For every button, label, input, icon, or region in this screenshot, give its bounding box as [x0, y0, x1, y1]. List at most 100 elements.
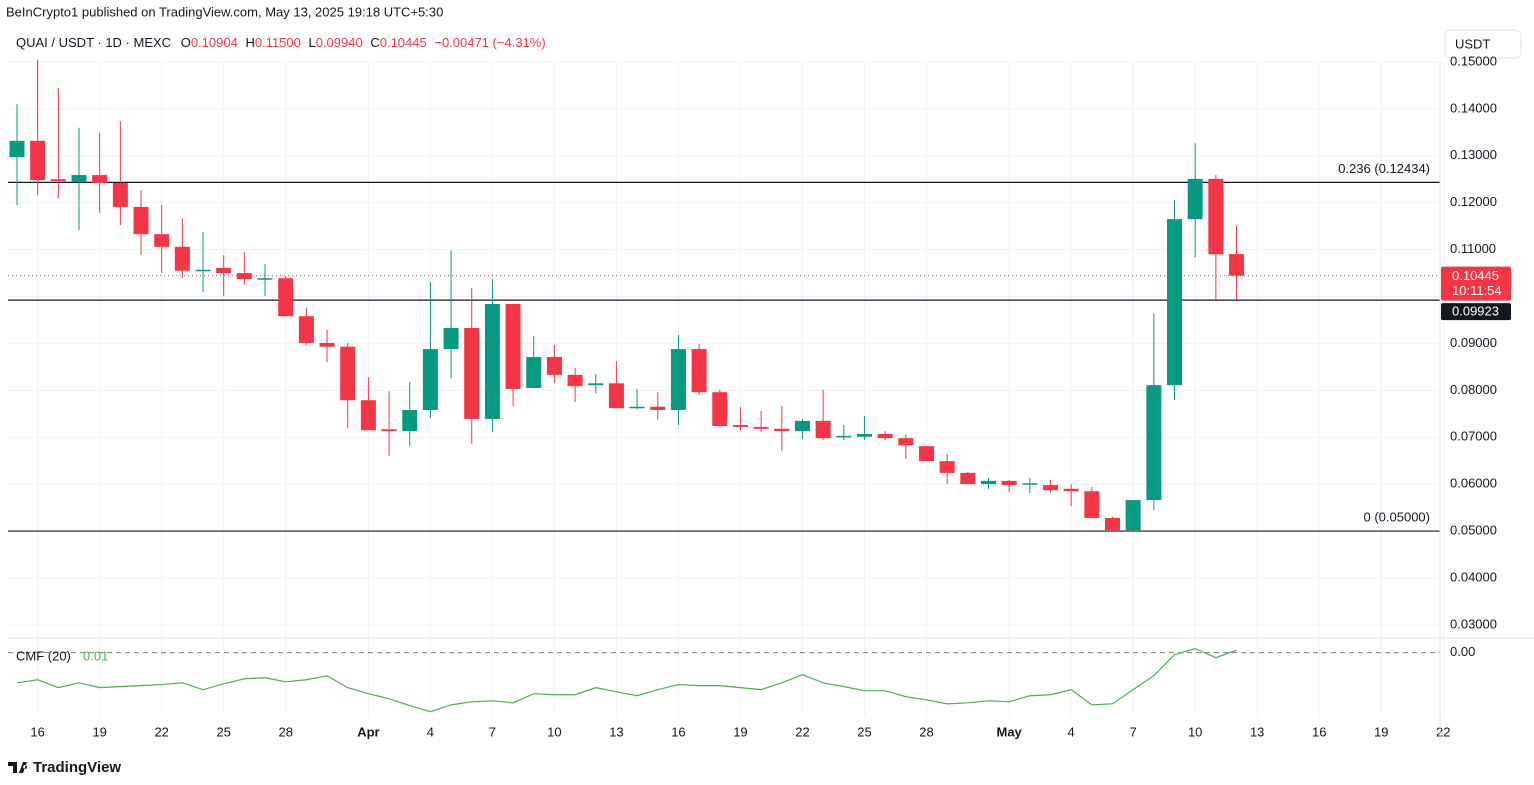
candle-body — [608, 383, 624, 409]
logo-icon — [8, 762, 28, 773]
indicator-name: CMF (20) — [16, 648, 71, 663]
y-tick-label: 0.07000 — [1450, 429, 1497, 444]
support-price-label: 0.09923 — [1452, 304, 1499, 319]
candle-body — [9, 140, 25, 158]
support-price-box — [1441, 303, 1511, 321]
candle-body — [1125, 500, 1141, 531]
ohlc-label: O — [181, 35, 191, 50]
candle-body — [50, 179, 66, 182]
plot-area: 16 19 22 25 28 Apr 4 7 10 13 16 19 22 25 28 May 4 7 10 13 16… — [8, 53, 1511, 739]
candle-body — [1001, 480, 1017, 486]
candle-body — [298, 316, 314, 343]
attribution: BeInCrypto1 published on TradingView.com… — [6, 4, 443, 19]
y-tick-label: 0.12000 — [1450, 194, 1497, 209]
x-tick-label: 16 — [1312, 724, 1326, 739]
candle-body — [918, 446, 934, 462]
x-tick-label: 4 — [1068, 724, 1075, 739]
candle-body — [732, 425, 748, 427]
x-tick-label: 19 — [1374, 724, 1388, 739]
button-label[interactable]: USDT — [1455, 36, 1490, 51]
candle-body — [236, 273, 252, 280]
ohlc-value: 0.10904 — [191, 35, 238, 50]
candle-body — [1167, 219, 1183, 386]
candle-body — [402, 410, 418, 432]
last-price-label: 0.10445 — [1452, 268, 1499, 283]
candle-body — [464, 327, 480, 419]
candle-body — [588, 383, 604, 386]
currency-button[interactable]: USDT — [1444, 29, 1522, 59]
x-tick-label: 10 — [547, 724, 561, 739]
candle-body — [1105, 517, 1121, 531]
candle-body — [422, 349, 438, 411]
candle-body — [71, 175, 87, 183]
y-tick-label: 0.09000 — [1450, 335, 1497, 350]
candle-body — [443, 327, 459, 350]
x-tick-label: 22 — [795, 724, 809, 739]
y-tick-label: 0.14000 — [1450, 100, 1497, 115]
candle-body — [980, 480, 996, 485]
candle-body — [546, 357, 562, 375]
symbol: QUAI / USDT · 1D · MEXC — [16, 35, 171, 50]
y-tick-label: 0.05000 — [1450, 522, 1497, 537]
candle-body — [691, 349, 707, 393]
y-tick-label: 0.04000 — [1450, 569, 1497, 584]
ohlc-value: 0.09940 — [316, 35, 363, 50]
candle-body — [1187, 178, 1203, 220]
x-tick-label: 22 — [154, 724, 168, 739]
x-tick-label: 10 — [1188, 724, 1202, 739]
candle-body — [960, 472, 976, 485]
ohlc-value: 0.10445 — [380, 35, 427, 50]
y-tick-label: 0.08000 — [1450, 382, 1497, 397]
candle-body — [30, 140, 46, 181]
candle-body — [650, 406, 666, 411]
candle-body — [712, 392, 728, 426]
y-tick-label: 0.06000 — [1450, 476, 1497, 491]
candle-body — [340, 346, 356, 401]
candle-body — [815, 420, 831, 439]
candle-body — [629, 406, 645, 409]
candle-body — [753, 426, 769, 429]
x-tick-label: 16 — [671, 724, 685, 739]
ohlc-label: L — [308, 35, 315, 50]
last-price-box — [1441, 266, 1511, 301]
y-tick-label: 0.03000 — [1450, 616, 1497, 631]
x-tick-label: 25 — [216, 724, 230, 739]
candle-body — [856, 433, 872, 437]
y-tick-label: 0.15000 — [1450, 53, 1497, 68]
y-tick-label: 0.00 — [1450, 644, 1475, 659]
logo: TradingView — [8, 759, 121, 776]
countdown-label: 10:11:54 — [1452, 283, 1502, 298]
x-tick-label: 7 — [489, 724, 496, 739]
candle-body — [877, 433, 893, 439]
candle-body — [567, 374, 583, 387]
x-tick-label: 13 — [609, 724, 623, 739]
fib-level-label: 0.236 (0.12434) — [1338, 161, 1430, 176]
price-change: −0.00471 (−4.31%) — [434, 35, 545, 50]
candle-body — [92, 175, 108, 184]
x-tick-label: 22 — [1436, 724, 1450, 739]
candle-body — [774, 428, 790, 432]
candle-body — [836, 435, 852, 438]
ohlc-label: C — [370, 35, 379, 50]
candle-body — [505, 304, 521, 389]
candle-body — [319, 342, 335, 347]
candle-body — [133, 206, 149, 235]
candle-body — [112, 183, 128, 207]
y-tick-label: 0.13000 — [1450, 147, 1497, 162]
button-frame[interactable] — [1444, 29, 1522, 59]
candle-body — [154, 234, 170, 247]
fib-level-label: 0 (0.05000) — [1364, 509, 1431, 524]
candle-body — [360, 400, 376, 431]
candle-body — [1043, 485, 1058, 491]
x-tick-label: 28 — [919, 724, 933, 739]
indicator-value: 0.01 — [83, 648, 108, 663]
x-tick-label: Apr — [357, 724, 379, 739]
candle-body — [1063, 488, 1079, 492]
x-tick-label: 13 — [1250, 724, 1264, 739]
x-tick-label: 25 — [857, 724, 871, 739]
x-tick-label: 4 — [427, 724, 434, 739]
candle-body — [174, 246, 190, 271]
